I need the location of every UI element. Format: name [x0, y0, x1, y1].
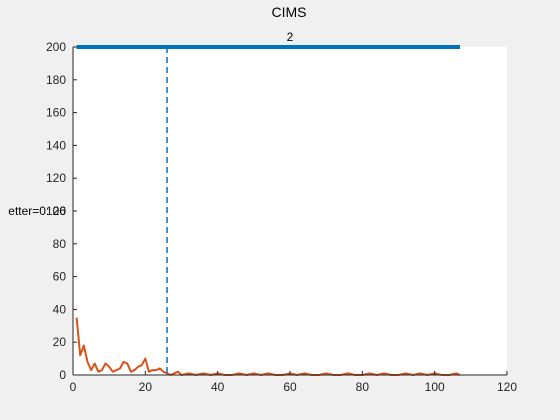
y-tick-label: 120	[46, 171, 66, 185]
x-tick-label: 60	[283, 380, 297, 394]
annotation-2: etter=0: 26	[8, 204, 66, 218]
x-tick-label: 80	[356, 380, 370, 394]
x-tick-label: 100	[425, 380, 445, 394]
y-tick-label: 80	[53, 237, 67, 251]
y-tick-label: 60	[53, 270, 67, 284]
axes-layer: 0 20 40 60 80 100 120 0 20 40 60 80 100 120 140 160 180 2…	[46, 40, 517, 394]
x-tick-label: 120	[497, 380, 517, 394]
y-tick-label: 20	[53, 335, 67, 349]
y-tick-label: 160	[46, 106, 66, 120]
chart-title: CIMS	[272, 4, 307, 20]
y-tick-label: 200	[46, 40, 66, 54]
x-tick-label: 20	[139, 380, 153, 394]
annotation-layer: 2 etter=0: 26	[8, 30, 293, 218]
y-tick-label: 180	[46, 73, 66, 87]
y-tick-label: 140	[46, 138, 66, 152]
y-tick-label: 40	[53, 302, 67, 316]
x-tick-label: 40	[211, 380, 225, 394]
plot-area	[73, 47, 507, 375]
y-tick-label: 0	[59, 368, 66, 382]
annotation-1: 2	[287, 30, 294, 44]
y-tick-label: 100	[46, 204, 66, 218]
x-tick-label: 0	[70, 380, 77, 394]
